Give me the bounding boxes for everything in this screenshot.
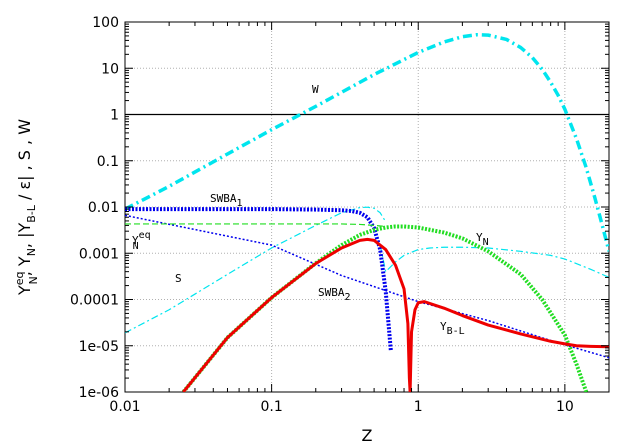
series-line-2 — [379, 244, 609, 278]
x-axis-label: Z — [362, 426, 373, 445]
series-line-7 — [182, 237, 609, 392]
curve-label: W — [312, 83, 319, 96]
ylabel-part-4: N — [25, 248, 38, 256]
curve-label-name: Y — [476, 231, 483, 244]
x-tick-label: 1 — [414, 399, 423, 415]
ylabel-part-7: / ε| , S , W — [15, 119, 34, 205]
curve-label-sub: 2 — [345, 292, 351, 303]
curve-label: SWBA1 — [210, 192, 243, 209]
x-tick-label: 10 — [556, 399, 574, 415]
curve-label-name: Y — [440, 320, 447, 333]
y-tick-label: 0.1 — [97, 154, 119, 170]
curve-label-name: SWBA — [318, 286, 345, 299]
series-line-0 — [125, 33, 609, 252]
series-line-3 — [125, 207, 393, 351]
ylabel-part-0: Y — [15, 285, 34, 296]
ylabel-part-6: B-L — [25, 204, 38, 223]
y-tick-label: 1 — [110, 108, 119, 124]
curve-label: SWBA2 — [318, 286, 351, 303]
y-axis-label: YeqN, YN, |YB-L / ε| , S , W — [13, 119, 40, 296]
axis-ticks: 0.01 0.1 1 10 1e-06 1e-05 0.0001 0.001 0.01 0.1 1 1… — [70, 15, 609, 415]
curve-label-name: S — [175, 272, 182, 285]
curve-label-sub: N — [483, 237, 489, 248]
y-tick-label: 100 — [92, 15, 119, 31]
curve-label: YN — [476, 231, 489, 248]
series-line-1 — [125, 206, 387, 334]
curve-label-sup: eq — [139, 230, 151, 241]
ylabel-part-2: N — [27, 276, 40, 284]
ylabel-part-5: , |Y — [15, 223, 34, 249]
curve-label-name: Y — [132, 234, 139, 247]
y-tick-label: 1e-05 — [79, 339, 119, 355]
curve-label: S — [175, 272, 182, 285]
x-tick-label: 0.01 — [109, 399, 140, 415]
curve-label: Yeq N — [132, 230, 151, 252]
y-tick-label: 10 — [101, 61, 119, 77]
curve-label-sub: 1 — [237, 198, 243, 209]
y-tick-label: 0.0001 — [70, 293, 119, 309]
curve-label-sub: N — [133, 241, 139, 252]
y-tick-label: 0.001 — [79, 246, 119, 262]
ylabel-part-3: , Y — [15, 256, 34, 276]
y-tick-label: 0.01 — [88, 200, 119, 216]
y-tick-label: 1e-06 — [79, 385, 119, 401]
series-line-6 — [181, 224, 589, 392]
x-tick-label: 0.1 — [260, 399, 282, 415]
ylabel-part-1: eq — [13, 271, 26, 285]
curve-label-name: SWBA — [210, 192, 237, 205]
curve-label: YB-L — [440, 320, 465, 337]
series-line-5 — [125, 223, 386, 228]
curve-label-sub: B-L — [447, 326, 465, 337]
series-group — [125, 33, 609, 392]
curve-label-name: W — [312, 83, 319, 96]
